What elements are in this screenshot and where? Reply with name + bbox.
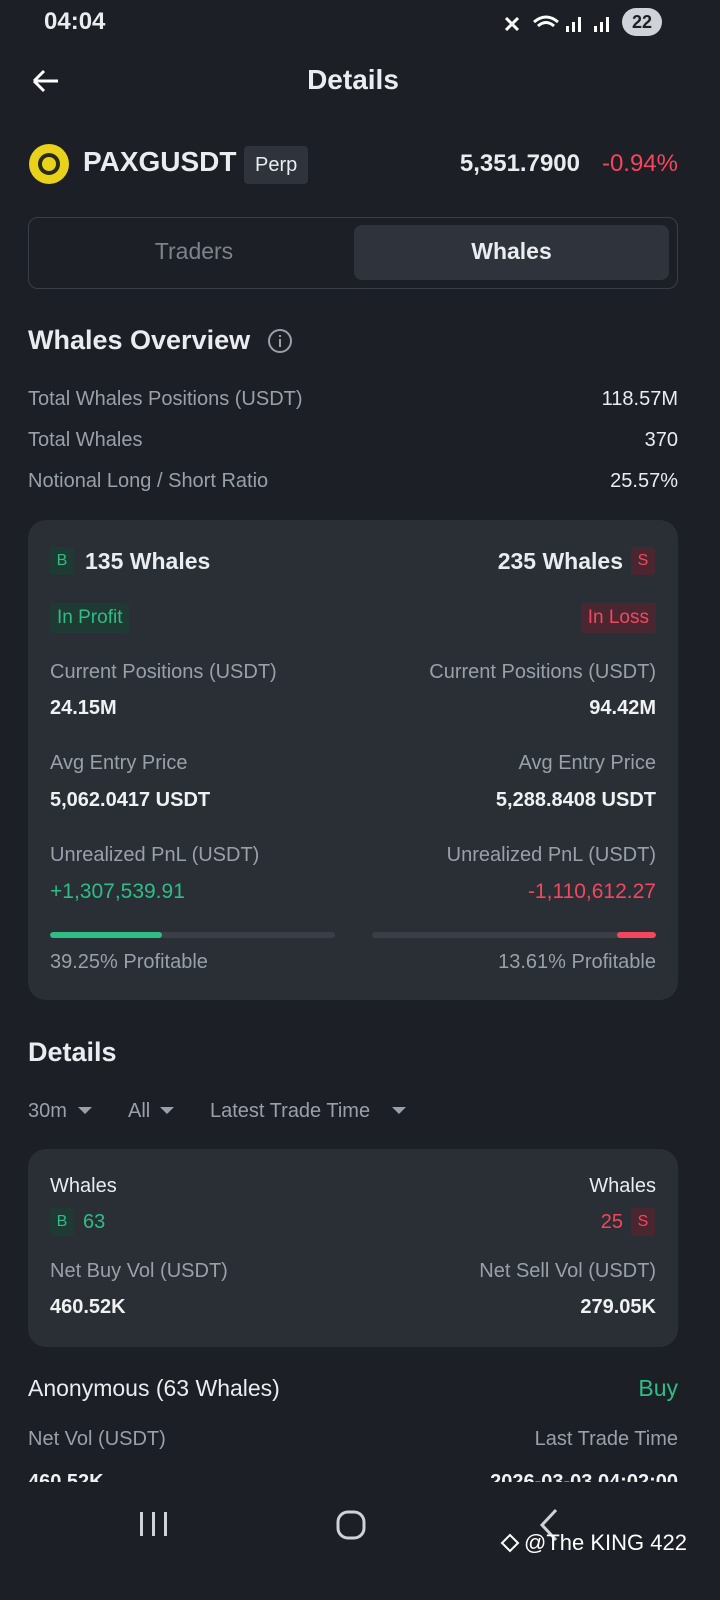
buy-count: 63 [83,1211,106,1233]
profit-bar [50,932,162,938]
section-title: Details [28,1037,117,1067]
field-label: Avg Entry Price [50,752,188,774]
info-icon[interactable] [267,328,293,354]
field-value: 279.05K [580,1296,656,1318]
trader-name[interactable]: Anonymous (63 Whales) [28,1375,280,1401]
field-label: Net Sell Vol (USDT) [479,1260,656,1282]
filter[interactable]: All [128,1100,151,1122]
clock: 04:04 [44,8,106,35]
page-title: Details [307,64,399,95]
dropdown-arrows [78,1107,406,1114]
filter[interactable]: 30m [28,1100,67,1122]
profit-bar [617,932,656,938]
profit-track [372,932,656,938]
profit-track [50,932,335,938]
field-label: Net Buy Vol (USDT) [50,1260,228,1282]
stat-label: Total Whales Positions (USDT) [28,388,303,410]
stat-label: Notional Long / Short Ratio [28,470,269,492]
stat-value: 25.57% [610,470,678,492]
field-value: 5,062.0417 USDT [50,789,211,811]
field-label: Net Vol (USDT) [28,1428,166,1450]
tab[interactable]: Traders [154,238,234,264]
long-count: 135 Whales [85,548,211,574]
pnl-value: -1,110,612.27 [527,880,656,903]
field-value: 460.52K [50,1296,126,1318]
symbol-name: PAXGUSDT [83,146,237,177]
field-value: 5,288.8408 USDT [495,789,656,811]
battery: 22 [622,8,662,36]
field-value: 460.52K [28,1471,104,1482]
clipped-row: 460.52K 2026-03-03 04:02:00 [0,1466,720,1482]
field-label: Whales [50,1175,117,1197]
status-icons [504,15,609,32]
contract-tag: Perp [244,146,309,184]
buy-badge: B [50,1208,74,1236]
profit-tag: In Profit [50,603,130,633]
summary-card [28,520,678,1000]
loss-tag: In Loss [580,603,656,633]
field-value: 94.42M [589,697,656,719]
section-title: Whales Overview [28,325,251,355]
tab-active[interactable]: Whales [471,238,552,264]
nav-bar [140,1508,558,1553]
trade-side: Buy [638,1375,678,1401]
sell-badge: S [631,1208,655,1236]
filter[interactable]: Latest Trade Time [210,1100,371,1122]
details-card [28,1149,678,1347]
buy-badge: B [50,547,74,575]
field-label: Last Trade Time [534,1428,678,1450]
field-label: Avg Entry Price [518,752,656,774]
field-value: 2026-03-03 04:02:00 [490,1471,678,1482]
sell-badge: S [631,547,655,575]
short-count: 235 Whales [497,548,623,574]
back-button[interactable] [30,66,62,96]
price: 5,351.7900 [459,150,580,177]
field-value: 24.15M [50,697,117,719]
coin-icon [29,144,69,184]
stat-value: 118.57M [601,388,678,410]
field-label: Unrealized PnL (USDT) [446,844,656,866]
price-change: -0.94% [601,150,678,177]
tab-highlight [354,225,669,280]
stat-value: 370 [644,429,678,451]
field-label: Current Positions (USDT) [429,661,656,683]
tab-bar [28,217,678,289]
field-label: Unrealized PnL (USDT) [50,844,260,866]
pnl-value: +1,307,539.91 [50,880,185,903]
field-label: Current Positions (USDT) [50,661,277,683]
watermark: @The KING 422 [524,1530,687,1555]
stat-label: Total Whales [28,429,143,451]
sell-count: 25 [600,1211,623,1233]
field-label: Whales [589,1175,656,1197]
profit-label: 39.25% Profitable [50,951,208,973]
profit-label: 13.61% Profitable [498,951,656,973]
